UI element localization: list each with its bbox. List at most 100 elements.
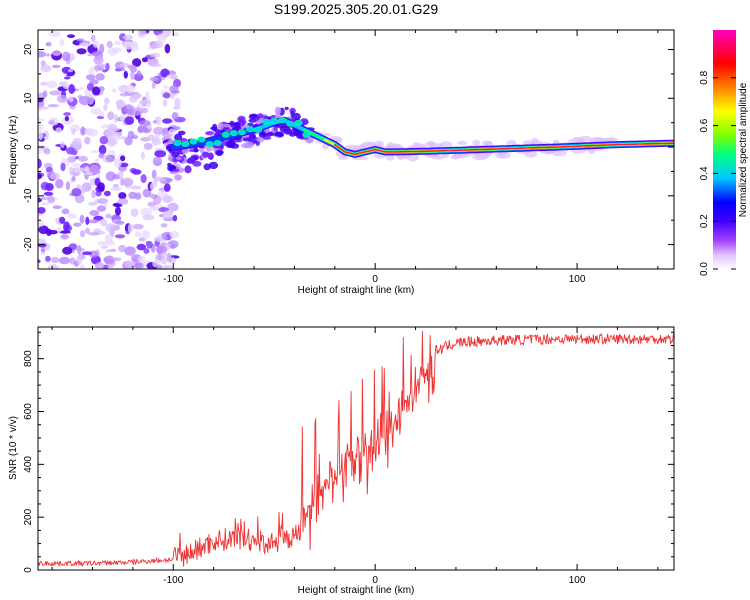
y-tick-label: 800	[23, 350, 34, 367]
noise-blob	[113, 158, 122, 168]
noise-blob	[38, 118, 45, 122]
noise-blob	[143, 142, 153, 150]
noise-blob	[92, 40, 100, 48]
noise-blob	[111, 88, 118, 93]
halo-blob	[457, 140, 468, 146]
noise-blob	[69, 166, 74, 176]
noise-blob	[61, 208, 70, 215]
noise-blob	[86, 171, 93, 176]
noise-blob	[104, 255, 115, 265]
noise-blob	[76, 184, 82, 190]
band-blob	[289, 107, 296, 114]
band-blob	[184, 165, 192, 174]
ridge-spot	[181, 140, 190, 147]
noise-blob	[60, 141, 65, 149]
band-blob	[188, 157, 196, 163]
noise-blob	[45, 183, 54, 191]
noise-blob	[156, 33, 167, 43]
noise-blob	[118, 136, 127, 140]
y-tick-label: 20	[23, 44, 34, 56]
noise-blob	[96, 205, 107, 212]
ridge-spot	[213, 140, 222, 146]
band-blob	[282, 128, 293, 135]
noise-blob	[118, 244, 127, 253]
noise-blob	[79, 214, 85, 224]
noise-blob	[38, 173, 43, 180]
noise-blob	[105, 171, 116, 182]
y-tick-label: -20	[23, 237, 34, 252]
ridge-spot	[294, 119, 303, 126]
noise-blob	[89, 210, 100, 216]
noise-blob	[107, 47, 118, 56]
spectrogram-xlabel: Height of straight line (km)	[298, 285, 415, 296]
noise-blob	[139, 120, 151, 127]
noise-blob	[130, 93, 143, 99]
noise-blob	[154, 150, 167, 158]
noise-blob	[105, 249, 110, 253]
noise-blob	[40, 64, 52, 73]
noise-blob	[67, 213, 77, 219]
noise-blob	[90, 150, 99, 154]
noise-blob	[71, 188, 82, 197]
noise-blob	[172, 32, 180, 37]
noise-blob	[59, 230, 71, 234]
halo-blob	[391, 143, 403, 149]
noise-blob	[38, 259, 41, 264]
noise-blob	[91, 189, 96, 199]
noise-blob	[51, 64, 61, 69]
noise-blob	[68, 95, 74, 103]
noise-blob	[137, 255, 146, 264]
noise-blob	[90, 108, 103, 115]
x-tick-label: 0	[372, 274, 378, 285]
noise-blob	[119, 92, 130, 97]
noise-blob	[49, 172, 61, 180]
noise-blob	[152, 156, 162, 167]
noise-blob	[93, 215, 104, 221]
noise-blob	[58, 256, 71, 265]
halo-blob	[551, 149, 568, 157]
ridge-spot	[246, 126, 254, 133]
colorbar-tick-label: 0.0	[699, 262, 710, 276]
noise-blob	[84, 136, 91, 145]
noise-blob	[47, 196, 55, 204]
noise-blob	[156, 116, 161, 126]
noise-blob	[145, 91, 150, 97]
noise-blob	[107, 123, 118, 133]
ridge-spot	[254, 126, 263, 133]
band-blob	[256, 137, 265, 143]
noise-blob	[65, 181, 70, 191]
noise-blob	[118, 170, 124, 178]
noise-blob	[62, 246, 73, 255]
noise-blob	[93, 55, 104, 65]
ridge-spot	[270, 118, 279, 124]
halo-blob	[453, 154, 468, 159]
band-blob	[290, 115, 296, 122]
noise-blob	[66, 147, 76, 155]
noise-blob	[87, 219, 100, 224]
band-blob	[177, 130, 186, 136]
noise-blob	[130, 185, 142, 190]
noise-blob	[140, 137, 151, 142]
noise-blob	[170, 244, 176, 250]
x-tick-label: 100	[569, 575, 586, 586]
noise-blob	[98, 144, 107, 155]
noise-blob	[72, 163, 81, 168]
halo-blob	[439, 141, 453, 148]
band-blob	[229, 120, 235, 127]
y-tick-label: 10	[23, 92, 34, 104]
noise-blob	[99, 136, 109, 145]
noise-blob	[149, 76, 159, 82]
halo-blob	[365, 141, 377, 148]
noise-blob	[151, 63, 162, 68]
noise-blob	[113, 113, 119, 123]
noise-blob	[71, 176, 76, 182]
noise-blob	[45, 166, 53, 173]
halo-blob	[338, 155, 349, 160]
noise-blob	[101, 124, 109, 129]
noise-blob	[115, 99, 125, 108]
noise-blob	[120, 155, 126, 162]
noise-blob	[151, 81, 156, 89]
spectrogram-ylabel: Frequency (Hz)	[8, 116, 19, 185]
noise-blob	[52, 205, 62, 209]
noise-blob	[153, 195, 162, 205]
